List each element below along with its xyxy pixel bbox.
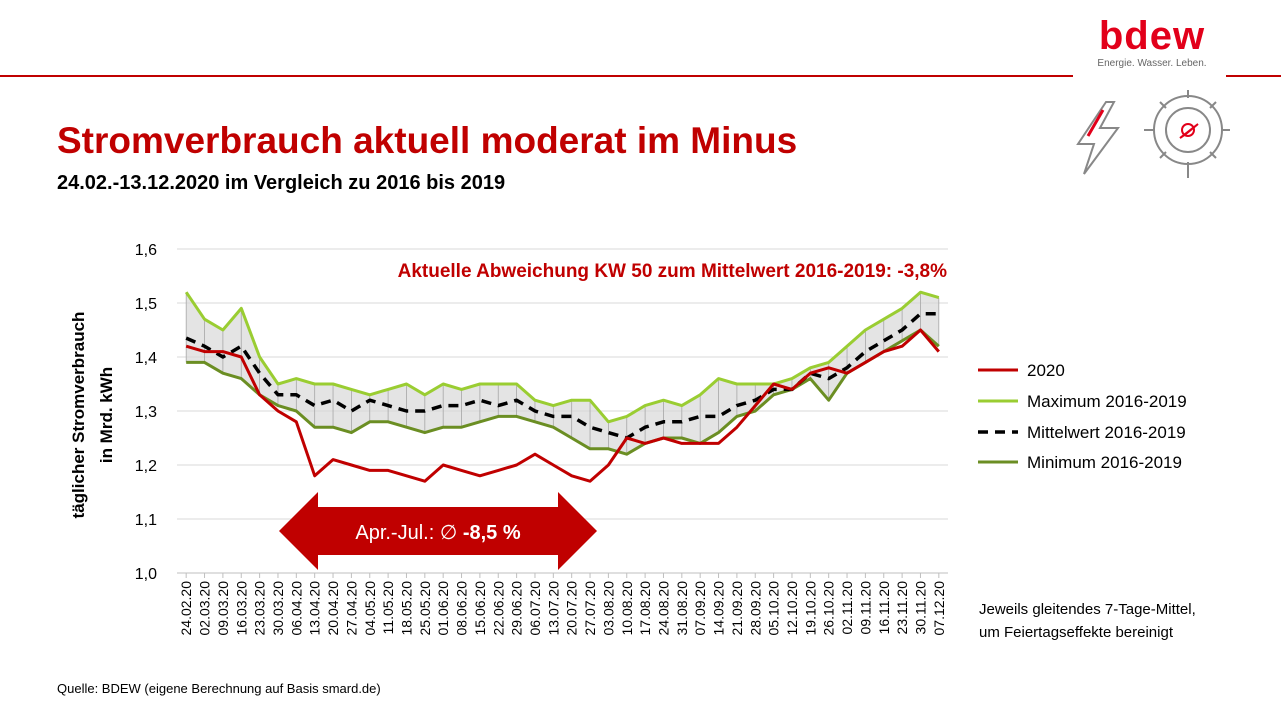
x-tick-label: 23.11.20 <box>894 581 910 635</box>
footnote-line-1: Jeweils gleitendes 7-Tage-Mittel, <box>979 601 1196 618</box>
x-tick-label: 27.04.20 <box>343 581 359 636</box>
x-tick-label: 30.11.20 <box>912 581 928 635</box>
range-band <box>186 292 939 455</box>
x-tick-label: 08.06.20 <box>454 581 470 636</box>
x-tick-label: 04.05.20 <box>362 581 378 636</box>
x-tick-label: 02.03.20 <box>197 581 213 636</box>
x-tick-label: 03.08.20 <box>600 581 616 636</box>
x-tick-label: 25.05.20 <box>417 581 433 636</box>
chart-annotation: Aktuelle Abweichung KW 50 zum Mittelwert… <box>398 261 947 282</box>
legend-label: 2020 <box>1027 361 1065 380</box>
bdew-logo: bdew Energie. Wasser. Leben. <box>1084 14 1220 70</box>
x-tick-label: 15.06.20 <box>472 581 488 636</box>
meter-dial-icon <box>1144 90 1230 178</box>
x-tick-label: 14.09.20 <box>711 581 727 636</box>
x-tick-label: 20.04.20 <box>325 581 341 636</box>
x-tick-label: 07.12.20 <box>931 581 947 636</box>
header-icons <box>1070 88 1240 188</box>
x-tick-label: 13.07.20 <box>545 581 561 636</box>
x-tick-label: 07.09.20 <box>692 581 708 636</box>
y-tick-label: 1,2 <box>135 458 157 475</box>
series-line-mittelwert-2016-2019 <box>185 312 939 440</box>
x-tick-label: 20.07.20 <box>564 581 580 636</box>
lightning-icon <box>1076 101 1120 175</box>
legend-label: Minimum 2016-2019 <box>1027 453 1182 472</box>
page-subtitle: 24.02.-13.12.2020 im Vergleich zu 2016 b… <box>57 172 506 194</box>
x-tick-label: 24.08.20 <box>655 581 671 636</box>
legend-label: Maximum 2016-2019 <box>1027 392 1187 411</box>
x-tick-label: 26.10.20 <box>821 581 837 636</box>
x-tick-label: 10.08.20 <box>619 581 635 636</box>
y-tick-label: 1,6 <box>135 242 157 259</box>
x-tick-label: 06.04.20 <box>288 581 304 636</box>
header-rule-left <box>0 75 1073 77</box>
logo-claim: Energie. Wasser. Leben. <box>1097 58 1207 69</box>
x-tick-label: 02.11.20 <box>839 581 855 635</box>
x-tick-label: 21.09.20 <box>729 581 745 636</box>
x-tick-label: 29.06.20 <box>509 581 525 636</box>
x-tick-label: 27.07.20 <box>582 581 598 636</box>
series-line-2020 <box>185 328 940 483</box>
logo-wordmark: bdew <box>1098 14 1206 58</box>
arrow-label-value: -8,5 % <box>463 522 521 544</box>
footnote-line-2: um Feiertagseffekte bereinigt <box>979 624 1173 641</box>
x-tick-label: 19.10.20 <box>802 581 818 636</box>
y-axis-title-line-2: in Mrd. kWh <box>97 367 116 463</box>
x-tick-label: 13.04.20 <box>307 581 323 636</box>
header-rule-right <box>1226 75 1281 77</box>
arrow-label-prefix: Apr.-Jul.: ∅ <box>355 522 462 544</box>
arrow-label: Apr.-Jul.: ∅ -8,5 % <box>355 522 520 544</box>
y-tick-label: 1,3 <box>135 404 157 421</box>
source-note: Quelle: BDEW (eigene Berechnung auf Basi… <box>57 681 381 696</box>
x-tick-label: 16.11.20 <box>876 581 892 635</box>
x-tick-label: 18.05.20 <box>398 581 414 636</box>
x-tick-label: 22.06.20 <box>490 581 506 636</box>
x-tick-label: 12.10.20 <box>784 581 800 636</box>
x-tick-label: 09.11.20 <box>857 581 873 635</box>
x-tick-label: 16.03.20 <box>233 581 249 636</box>
y-tick-label: 1,4 <box>135 350 157 367</box>
page-title: Stromverbrauch aktuell moderat im Minus <box>57 120 798 161</box>
x-tick-label: 30.03.20 <box>270 581 286 636</box>
legend-label: Mittelwert 2016-2019 <box>1027 423 1186 442</box>
y-tick-label: 1,5 <box>135 296 157 313</box>
footnote: Jeweils gleitendes 7-Tage-Mittel, um Fei… <box>979 598 1196 644</box>
x-tick-label: 28.09.20 <box>747 581 763 636</box>
x-tick-label: 17.08.20 <box>637 581 653 636</box>
series-line-minimum-2016-2019 <box>186 328 940 456</box>
y-axis-title-line-1: täglicher Stromverbrauch <box>69 312 88 519</box>
series-line-maximum-2016-2019 <box>184 290 940 424</box>
y-tick-label: 1,1 <box>135 512 157 529</box>
x-tick-label: 23.03.20 <box>252 581 268 636</box>
double-arrow <box>279 492 597 570</box>
x-tick-label: 09.03.20 <box>215 581 231 636</box>
x-tick-label: 05.10.20 <box>766 581 782 636</box>
x-tick-label: 06.07.20 <box>527 581 543 636</box>
x-tick-label: 11.05.20 <box>380 581 396 635</box>
x-tick-label: 01.06.20 <box>435 581 451 636</box>
y-tick-label: 1,0 <box>135 566 157 583</box>
x-tick-label: 24.02.20 <box>178 581 194 636</box>
x-tick-label: 31.08.20 <box>674 581 690 636</box>
